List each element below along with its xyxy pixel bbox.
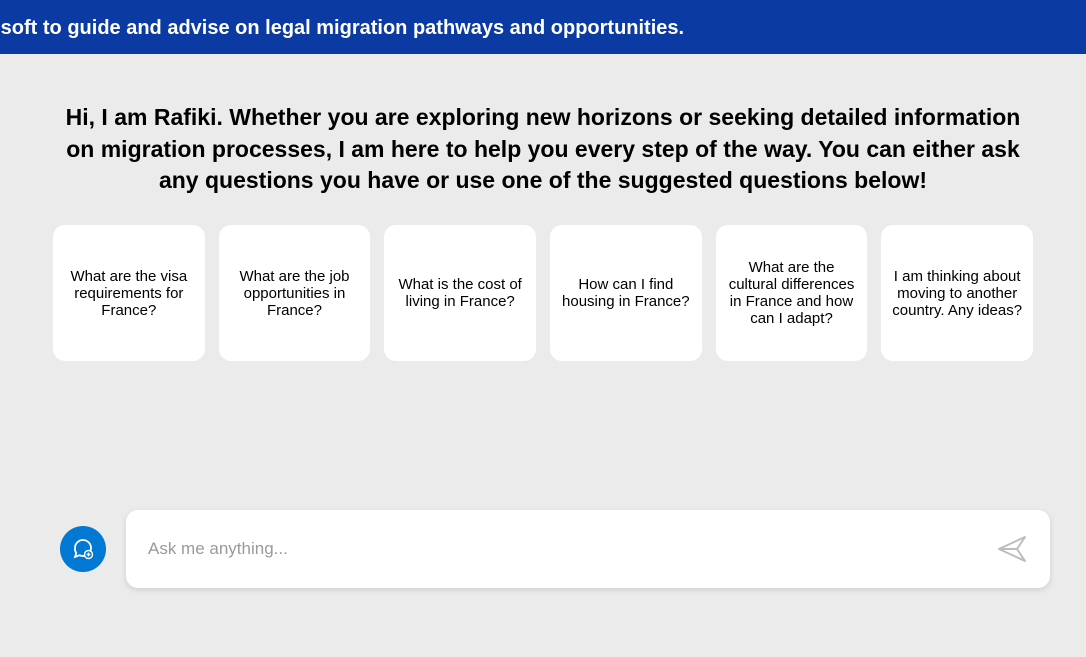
banner-text: icrosoft to guide and advise on legal mi…	[0, 17, 684, 40]
chat-input[interactable]	[148, 539, 984, 559]
chat-input-box	[126, 510, 1050, 588]
suggestion-cards-row: What are the visa requirements for Franc…	[53, 225, 1033, 361]
suggestion-card-label: How can I find housing in France?	[558, 276, 694, 310]
main-container: Hi, I am Rafiki. Whether you are explori…	[53, 54, 1033, 361]
suggestion-card-label: I am thinking about moving to another co…	[889, 268, 1025, 319]
suggestion-card[interactable]: I am thinking about moving to another co…	[881, 225, 1033, 361]
suggestion-card-label: What are the job opportunities in France…	[227, 268, 363, 319]
suggestion-card[interactable]: What are the visa requirements for Franc…	[53, 225, 205, 361]
chat-input-row	[60, 510, 1050, 588]
send-button[interactable]	[984, 533, 1028, 565]
suggestion-card[interactable]: What are the job opportunities in France…	[219, 225, 371, 361]
suggestion-card-label: What is the cost of living in France?	[392, 276, 528, 310]
suggestion-card-label: What are the cultural differences in Fra…	[724, 259, 860, 327]
intro-heading: Hi, I am Rafiki. Whether you are explori…	[53, 102, 1033, 197]
send-icon	[996, 533, 1028, 565]
top-banner: icrosoft to guide and advise on legal mi…	[0, 0, 1086, 54]
suggestion-card[interactable]: What are the cultural differences in Fra…	[716, 225, 868, 361]
suggestion-card[interactable]: How can I find housing in France?	[550, 225, 702, 361]
chat-plus-icon	[71, 537, 95, 561]
new-chat-button[interactable]	[60, 526, 106, 572]
suggestion-card-label: What are the visa requirements for Franc…	[61, 268, 197, 319]
suggestion-card[interactable]: What is the cost of living in France?	[384, 225, 536, 361]
